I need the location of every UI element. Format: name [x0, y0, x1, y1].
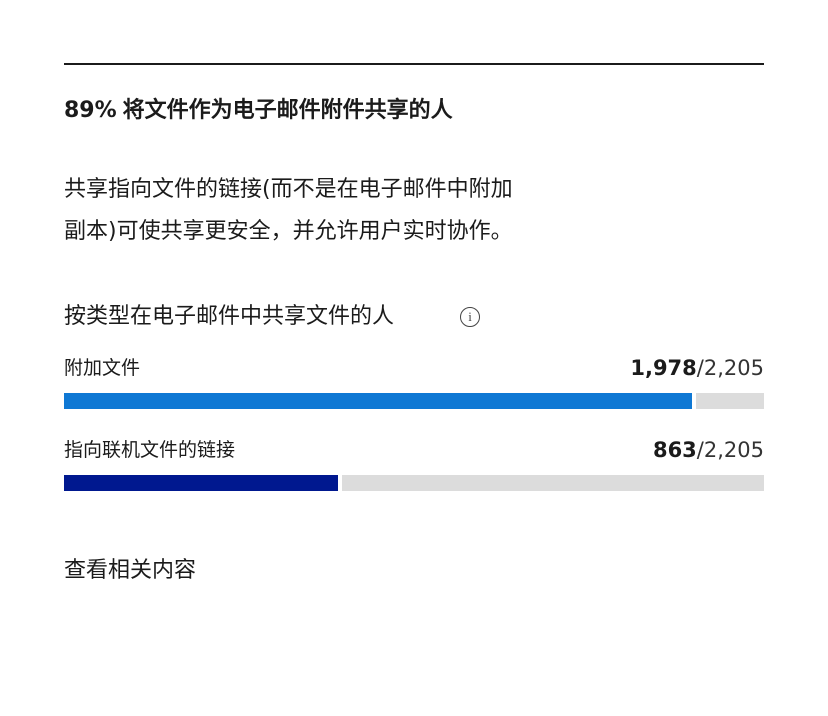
info-icon[interactable]: i [460, 307, 481, 327]
progress-bar-track [64, 393, 764, 409]
metric-label: 附加文件 [64, 357, 141, 379]
metric-value: 863/2,205 [653, 437, 764, 463]
metric-count: 863 [652, 438, 697, 462]
headline-text: 将文件作为电子邮件附件共享的人 [122, 98, 453, 123]
top-divider [64, 63, 764, 65]
section-title: 按类型在电子邮件中共享文件的人 [64, 304, 395, 329]
metric-online-links: 指向联机文件的链接 863/2,205 [64, 435, 764, 491]
metric-total: /2,205 [696, 356, 764, 380]
progress-bar-fill [64, 475, 342, 491]
insight-card: 89% 将文件作为电子邮件附件共享的人 共享指向文件的链接(而不是在电子邮件中附加… [64, 63, 764, 587]
headline-percent: 89% [64, 98, 117, 123]
metric-label: 指向联机文件的链接 [64, 439, 236, 461]
progress-bar-track [64, 475, 764, 491]
headline: 89% 将文件作为电子邮件附件共享的人 [64, 95, 764, 127]
progress-bar-fill [64, 393, 696, 409]
related-content-link[interactable]: 查看相关内容 [64, 558, 197, 583]
metric-count: 1,978 [630, 356, 697, 380]
description: 共享指向文件的链接(而不是在电子邮件中附加副本)可使共享更安全，并允许用户实时协… [64, 177, 513, 244]
section-header: 按类型在电子邮件中共享文件的人 i [64, 299, 764, 335]
metric-attached-files: 附加文件 1,978/2,205 [64, 353, 764, 409]
metric-value: 1,978/2,205 [630, 355, 764, 381]
metric-total: /2,205 [696, 438, 764, 462]
